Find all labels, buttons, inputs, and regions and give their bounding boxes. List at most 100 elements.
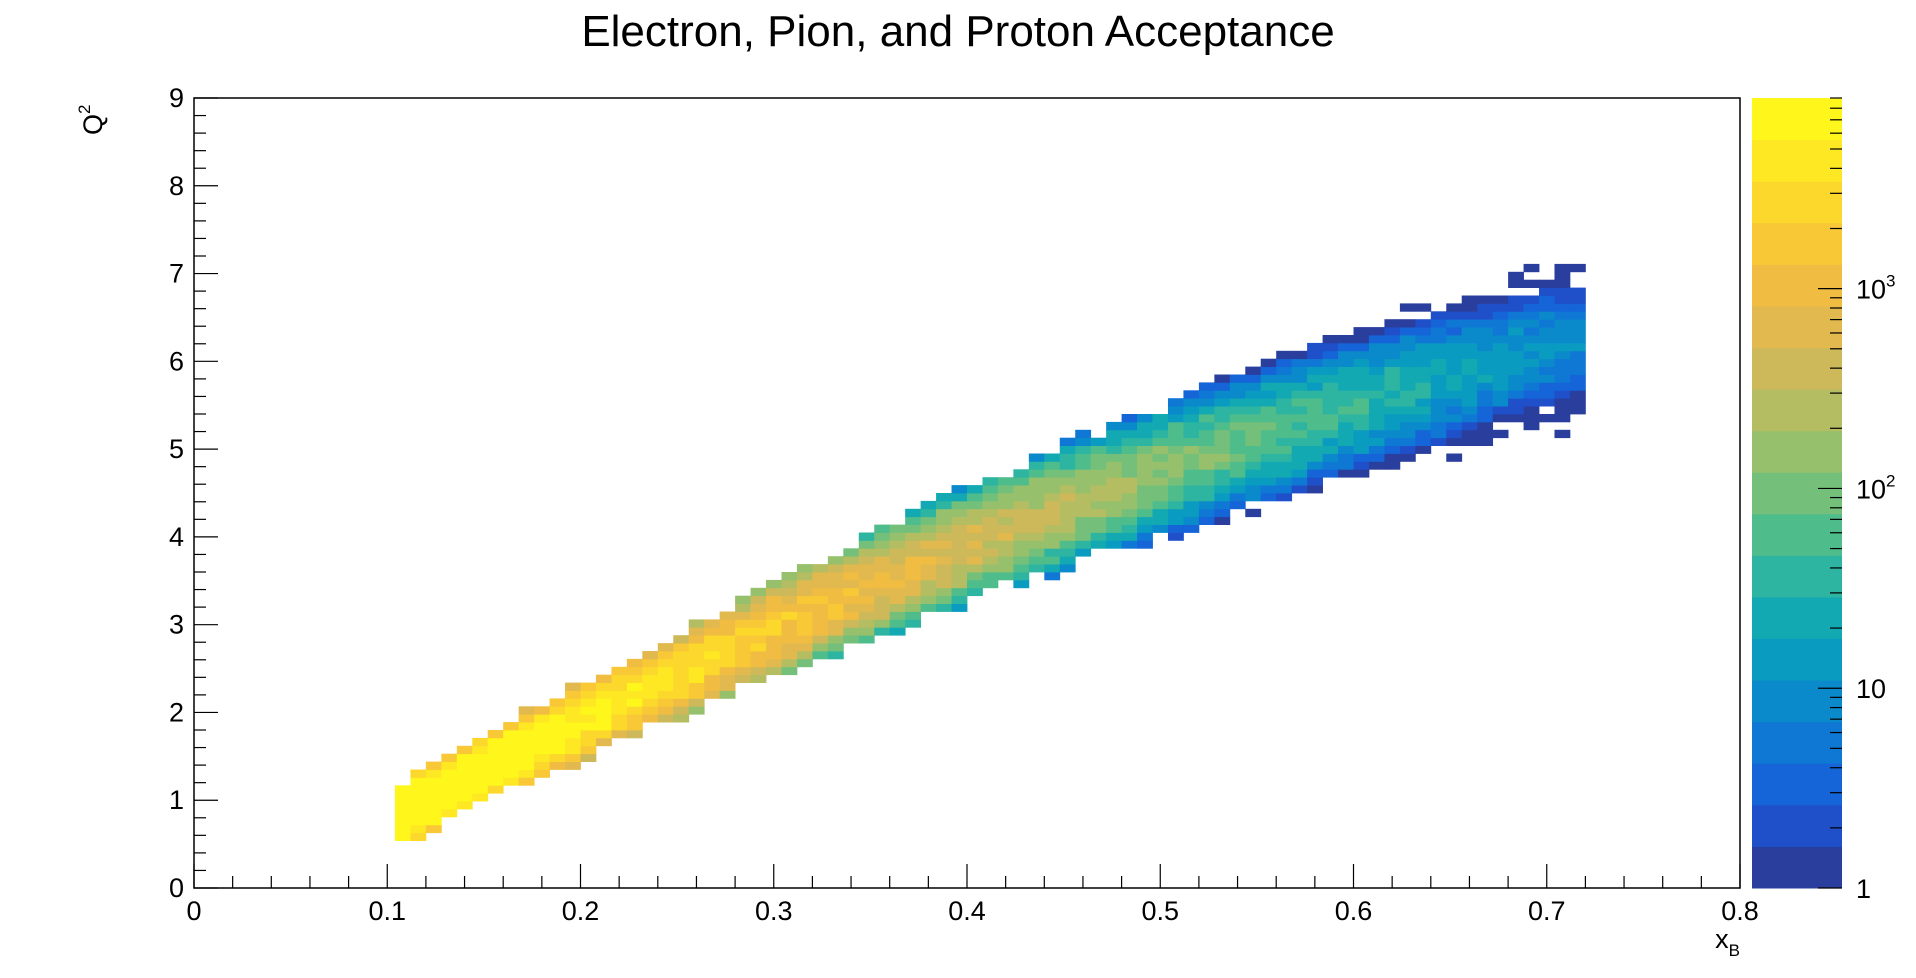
heatmap-cell — [1260, 358, 1277, 367]
heatmap-cell — [1028, 532, 1045, 541]
heatmap-cell — [874, 603, 891, 612]
heatmap-cell — [1276, 398, 1293, 407]
heatmap-cell — [673, 651, 690, 660]
heatmap-cell — [1167, 477, 1184, 486]
heatmap-cell — [1477, 406, 1494, 415]
heatmap-cell — [1523, 311, 1540, 320]
heatmap-cell — [1090, 477, 1107, 486]
heatmap-cell — [1121, 485, 1138, 494]
heatmap-cell — [843, 595, 860, 604]
heatmap-cell — [472, 793, 489, 802]
heatmap-cell — [595, 682, 612, 691]
heatmap-cell — [1461, 398, 1478, 407]
heatmap-cell — [997, 532, 1014, 541]
heatmap-cell — [1214, 445, 1231, 454]
heatmap-cell — [1508, 366, 1524, 375]
heatmap-cell — [534, 730, 550, 739]
heatmap-cell — [781, 579, 798, 589]
heatmap-cell — [1492, 358, 1509, 367]
heatmap-cell — [982, 508, 999, 518]
heatmap-cell — [1214, 469, 1231, 478]
heatmap-cell — [951, 587, 968, 597]
heatmap-cell — [796, 572, 813, 581]
heatmap-cell — [1276, 421, 1293, 431]
heatmap-cell — [905, 508, 922, 518]
heatmap-cell — [951, 548, 968, 557]
heatmap-cell — [1430, 319, 1447, 328]
heatmap-cell — [549, 722, 566, 731]
heatmap-cell — [487, 753, 504, 762]
heatmap-cell — [1430, 406, 1447, 415]
heatmap-cell — [1523, 406, 1540, 415]
heatmap-cell — [843, 627, 860, 636]
y-tick-label: 0 — [169, 873, 184, 903]
heatmap-cell — [688, 658, 705, 668]
heatmap-cell — [796, 658, 813, 668]
heatmap-cell — [1446, 303, 1463, 312]
heatmap-cell — [1214, 500, 1231, 510]
color-scale-axis: 1 10 102 103 — [1818, 97, 1896, 904]
heatmap-cell — [1229, 485, 1246, 494]
heatmap-cell — [1028, 516, 1045, 525]
heatmap-cell — [1121, 508, 1138, 518]
heatmap-cell — [580, 737, 597, 747]
heatmap-cell — [1446, 350, 1463, 360]
heatmap-cell — [642, 651, 659, 660]
heatmap-cell — [1415, 327, 1432, 336]
heatmap-cell — [997, 572, 1014, 581]
heatmap-cell — [1183, 453, 1200, 462]
heatmap-cell — [1028, 548, 1045, 557]
heatmap-cell — [425, 816, 442, 826]
heatmap-cell — [1121, 524, 1138, 533]
heatmap-cell — [704, 635, 721, 644]
heatmap-cell — [1477, 421, 1494, 431]
heatmap-cell — [1260, 366, 1277, 375]
heatmap-cell — [889, 611, 906, 620]
heatmap-cell — [905, 564, 922, 573]
y-tick-label: 8 — [169, 171, 184, 201]
heatmap-cell — [719, 682, 736, 691]
heatmap-cell — [1167, 485, 1184, 494]
heatmap-cell — [1214, 516, 1231, 525]
heatmap-cell — [704, 674, 721, 683]
heatmap-cell — [1461, 350, 1478, 360]
heatmap-cell — [997, 477, 1014, 486]
heatmap-cell — [1368, 342, 1385, 352]
heatmap-cell — [1539, 279, 1555, 288]
heatmap-cell — [1508, 303, 1524, 312]
heatmap-cell — [1059, 508, 1076, 518]
heatmap-cell — [394, 785, 411, 794]
heatmap-cell — [967, 564, 983, 573]
heatmap-cell — [626, 730, 643, 739]
heatmap-cell — [1245, 453, 1262, 462]
heatmap-cell — [580, 698, 597, 707]
heatmap-cell — [1569, 382, 1586, 391]
heatmap-cell — [1430, 398, 1447, 407]
heatmap-cell — [1554, 319, 1571, 328]
heatmap-cell — [1229, 406, 1246, 415]
heatmap-cell — [1368, 390, 1385, 399]
heatmap-cell — [1307, 374, 1323, 383]
heatmap-cell — [827, 572, 844, 581]
heatmap-cell — [1384, 414, 1401, 423]
heatmap-cell — [1368, 461, 1385, 470]
heatmap-cell — [843, 619, 860, 628]
heatmap-cell — [1307, 342, 1323, 352]
heatmap-cell — [580, 690, 597, 699]
heatmap-cell — [889, 619, 906, 628]
heatmap-cell — [1137, 516, 1153, 525]
heatmap-cell — [1291, 477, 1308, 486]
heatmap-cell — [1059, 556, 1076, 565]
heatmap-cell — [1152, 477, 1169, 486]
heatmap-cell — [1539, 374, 1555, 383]
heatmap-cell — [781, 651, 798, 660]
heatmap-cell — [1291, 366, 1308, 375]
heatmap-cell — [1106, 516, 1122, 525]
heatmap-cell — [1399, 335, 1416, 344]
heatmap-cell — [874, 579, 891, 589]
heatmap-cell — [1539, 398, 1555, 407]
heatmap-cell — [1492, 335, 1509, 344]
heatmap-cell — [1152, 461, 1169, 470]
heatmap-cell — [1477, 382, 1494, 391]
heatmap-cell — [1183, 524, 1200, 533]
